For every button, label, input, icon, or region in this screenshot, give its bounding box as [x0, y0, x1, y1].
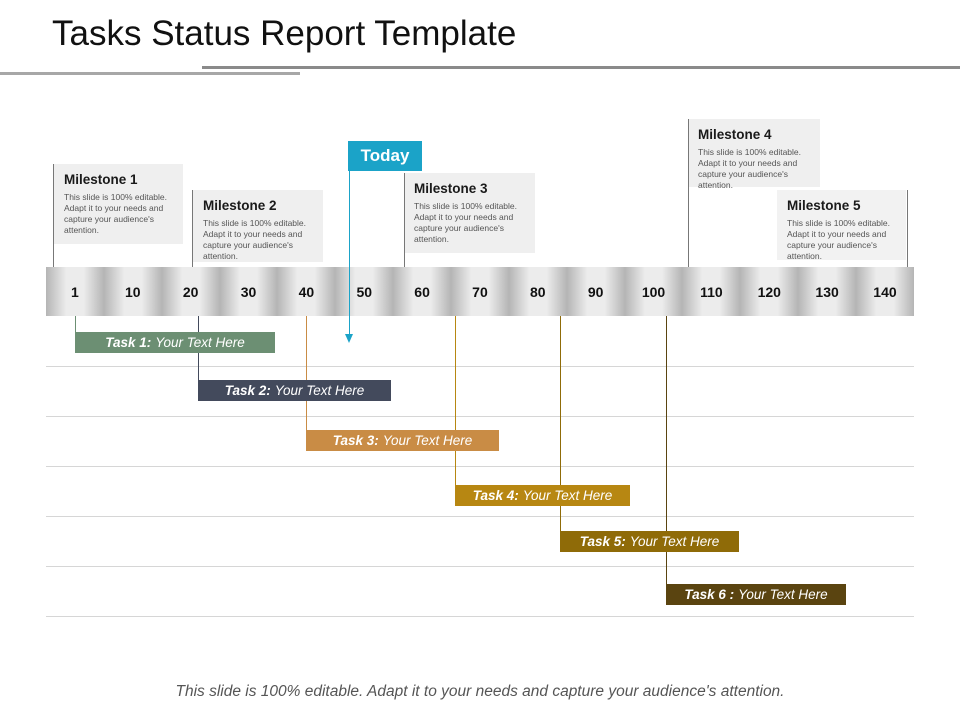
milestone-1-text: This slide is 100% editable. Adapt it to…: [64, 192, 168, 235]
scale-tick: 140: [856, 267, 914, 316]
task-2-text: Your Text Here: [274, 383, 365, 398]
milestone-4-title: Milestone 4: [698, 127, 772, 142]
task-6-label: Task 6 :: [684, 587, 735, 602]
timeline-scale: 1 10 20 30 40 50 60 70 80 90 100 110 120…: [46, 267, 914, 316]
task-5-connector: [560, 316, 561, 532]
row-divider: [46, 416, 914, 417]
milestone-5-pointer-line: [907, 190, 908, 285]
today-pointer-line: [349, 171, 350, 334]
milestone-3-text: This slide is 100% editable. Adapt it to…: [414, 201, 518, 244]
milestone-2-text: This slide is 100% editable. Adapt it to…: [203, 218, 307, 261]
scale-tick: 30: [219, 267, 278, 316]
milestone-1-callout: Milestone 1 This slide is 100% editable.…: [54, 164, 183, 244]
milestone-4-callout: Milestone 4 This slide is 100% editable.…: [688, 119, 820, 190]
scale-tick: 80: [508, 267, 567, 316]
milestone-5-callout: Milestone 5 This slide is 100% editable.…: [777, 190, 906, 261]
scale-tick: 60: [393, 267, 452, 316]
row-divider: [46, 366, 914, 367]
milestone-1-pointer-line: [53, 164, 54, 268]
today-arrow-icon: [345, 334, 353, 343]
milestone-1-title: Milestone 1: [64, 172, 138, 187]
scale-tick: 1: [46, 267, 104, 316]
task-4-text: Your Text Here: [522, 488, 613, 503]
scale-tick: 100: [624, 267, 683, 316]
scale-tick: 110: [682, 267, 741, 316]
milestone-5-text: This slide is 100% editable. Adapt it to…: [787, 218, 891, 261]
task-5-label: Task 5:: [579, 534, 626, 549]
milestone-2-callout: Milestone 2 This slide is 100% editable.…: [193, 190, 323, 262]
milestone-2-pointer-line: [192, 190, 193, 268]
milestone-4-text: This slide is 100% editable. Adapt it to…: [698, 147, 802, 190]
task-2-label: Task 2:: [224, 383, 271, 398]
footer-note: This slide is 100% editable. Adapt it to…: [175, 683, 785, 700]
milestone-4-pointer-line: [688, 119, 689, 271]
scale-tick: 50: [335, 267, 394, 316]
page-title: Tasks Status Report Template: [52, 14, 517, 53]
task-1-connector: [75, 316, 76, 334]
task-3-label: Task 3:: [332, 433, 379, 448]
task-6-bar: Task 6 : Your Text Here: [666, 584, 846, 605]
row-divider: [46, 566, 914, 567]
task-1-text: Your Text Here: [155, 335, 245, 350]
milestone-3-callout: Milestone 3 This slide is 100% editable.…: [404, 173, 535, 253]
scale-tick: 90: [566, 267, 625, 316]
milestone-5-title: Milestone 5: [787, 198, 861, 213]
scale-tick: 70: [451, 267, 509, 316]
task-3-text: Your Text Here: [382, 433, 473, 448]
title-underline-left: [0, 72, 300, 75]
scale-tick: 10: [103, 267, 162, 316]
milestone-3-title: Milestone 3: [414, 181, 488, 196]
milestone-3-pointer-line: [404, 173, 405, 277]
task-3-bar: Task 3: Your Text Here: [306, 430, 499, 451]
scale-tick: 20: [161, 267, 220, 316]
task-5-bar: Task 5: Your Text Here: [560, 531, 739, 552]
task-6-text: Your Text Here: [738, 587, 828, 602]
task-2-bar: Task 2: Your Text Here: [198, 380, 391, 401]
task-4-label: Task 4:: [472, 488, 519, 503]
title-underline-right: [202, 66, 960, 69]
task-1-bar: Task 1: Your Text Here: [75, 332, 275, 353]
today-marker: Today: [348, 141, 422, 171]
scale-tick: 130: [798, 267, 857, 316]
task-4-bar: Task 4: Your Text Here: [455, 485, 630, 506]
row-divider: [46, 616, 914, 617]
task-5-text: Your Text Here: [629, 534, 720, 549]
task-1-label: Task 1:: [105, 335, 152, 350]
scale-tick: 40: [277, 267, 336, 316]
task-6-connector: [666, 316, 667, 586]
task-3-connector: [306, 316, 307, 432]
row-divider: [46, 466, 914, 467]
task-4-connector: [455, 316, 456, 486]
row-divider: [46, 516, 914, 517]
scale-tick: 120: [740, 267, 799, 316]
milestone-2-title: Milestone 2: [203, 198, 277, 213]
